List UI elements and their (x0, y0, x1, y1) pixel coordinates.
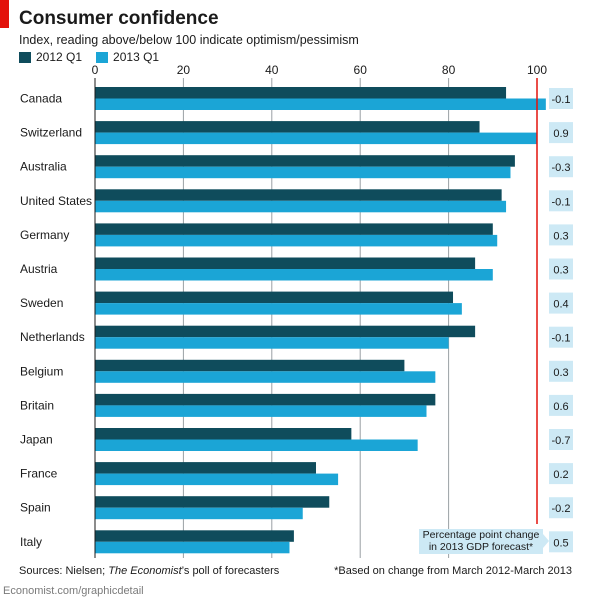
gdp-change-value-japan: -0.7 (552, 435, 571, 447)
bar-2013-switzerland (95, 132, 537, 145)
category-label-sweden: Sweden (20, 296, 63, 310)
annotation-line-2: in 2013 GDP forecast* (428, 541, 534, 553)
gdp-change-value-france: 0.2 (553, 469, 568, 481)
legend-swatch-2012 (19, 51, 31, 63)
gdp-change-value-germany: 0.3 (553, 230, 568, 242)
gdp-change-box-sweden (549, 292, 573, 314)
bar-2012-austria (95, 257, 476, 269)
bar-2013-france (95, 473, 339, 486)
chart-title: Consumer confidence (19, 8, 219, 29)
chart-subtitle: Index, reading above/below 100 indicate … (19, 33, 359, 47)
bar-2012-canada (95, 87, 507, 99)
category-label-italy: Italy (20, 535, 42, 549)
gdp-change-value-sweden: 0.4 (553, 299, 568, 311)
category-label-switzerland: Switzerland (20, 126, 82, 140)
gdp-change-box-italy (549, 531, 573, 553)
category-label-spain: Spain (20, 501, 51, 515)
annotation-pointer (543, 534, 549, 548)
gdp-change-value-austria: 0.3 (553, 265, 568, 277)
category-label-belgium: Belgium (20, 364, 63, 378)
legend-item-2012: 2012 Q1 (19, 50, 82, 64)
gdp-change-value-canada: -0.1 (552, 94, 571, 106)
source-suffix: ’s poll of forecasters (181, 565, 280, 577)
source-note: Sources: Nielsen; The Economist’s poll o… (19, 565, 279, 577)
category-label-australia: Australia (20, 160, 67, 174)
source-prefix: Sources: Nielsen; (19, 565, 109, 577)
bar-2013-australia (95, 166, 511, 179)
source-publication: The Economist (108, 565, 182, 577)
gdp-change-box-united-states (549, 190, 573, 212)
gdp-change-value-united-states: -0.1 (552, 196, 571, 208)
bar-2012-italy (95, 530, 294, 542)
annotation-line-1: Percentage point change (422, 529, 540, 541)
bar-2013-britain (95, 405, 427, 417)
x-tick-label-40: 40 (265, 63, 279, 77)
bar-2013-austria (95, 269, 493, 281)
gdp-change-box-spain (549, 497, 573, 519)
x-tick-label-60: 60 (354, 63, 368, 77)
bar-2013-canada (95, 98, 546, 110)
bar-2013-germany (95, 234, 498, 247)
legend: 2012 Q1 2013 Q1 (19, 50, 159, 64)
gdp-change-value-netherlands: -0.1 (552, 333, 571, 345)
x-tick-label-100: 100 (527, 63, 547, 77)
bar-2012-belgium (95, 359, 405, 372)
gdp-change-value-switzerland: 0.9 (553, 128, 568, 140)
gdp-change-value-italy: 0.5 (553, 537, 568, 549)
gdp-change-value-spain: -0.2 (552, 503, 571, 515)
bar-2013-spain (95, 507, 303, 520)
category-label-france: France (20, 467, 58, 481)
gdp-change-box-germany (549, 224, 573, 246)
x-tick-label-80: 80 (442, 63, 456, 77)
category-label-netherlands: Netherlands (20, 330, 85, 344)
gdp-change-value-australia: -0.3 (552, 162, 571, 174)
bar-2012-australia (95, 155, 515, 167)
bar-2013-belgium (95, 371, 436, 383)
gdp-change-box-netherlands (549, 326, 573, 348)
x-tick-label-20: 20 (177, 63, 191, 77)
bar-2012-spain (95, 496, 330, 508)
bar-2012-switzerland (95, 121, 480, 133)
x-tick-label-0: 0 (92, 63, 99, 77)
bar-2013-netherlands (95, 337, 449, 349)
bar-2013-japan (95, 439, 418, 451)
bar-2013-sweden (95, 303, 462, 315)
gdp-change-box-britain (549, 394, 573, 416)
legend-item-2013: 2013 Q1 (96, 50, 159, 64)
legend-label-2012: 2012 Q1 (36, 50, 83, 64)
bar-2012-sweden (95, 291, 454, 304)
bar-2012-united-states (95, 189, 502, 201)
gdp-change-box-france (549, 463, 573, 485)
gdp-change-box-australia (549, 156, 573, 178)
legend-label-2013: 2013 Q1 (113, 50, 160, 64)
gdp-change-box-canada (549, 88, 573, 109)
category-label-austria: Austria (20, 262, 58, 276)
bar-2012-netherlands (95, 325, 476, 338)
gdp-change-value-belgium: 0.3 (553, 367, 568, 379)
credit-line: Economist.com/graphicdetail (3, 585, 144, 597)
brand-red-tab (0, 0, 9, 28)
legend-swatch-2013 (96, 51, 109, 63)
gdp-change-box-austria (549, 258, 573, 280)
bar-2013-united-states (95, 200, 507, 213)
bar-2012-germany (95, 223, 493, 235)
gdp-change-value-britain: 0.6 (553, 401, 568, 413)
gdp-change-box-belgium (549, 360, 573, 382)
gdp-change-annotation: Percentage point change in 2013 GDP fore… (419, 529, 543, 554)
category-label-britain: Britain (20, 398, 54, 412)
category-label-japan: Japan (20, 433, 53, 447)
bar-2013-italy (95, 541, 290, 554)
footnote: *Based on change from March 2012-March 2… (334, 565, 572, 577)
bar-2012-japan (95, 428, 352, 440)
gdp-change-box-japan (549, 429, 573, 450)
category-label-united-states: United States (20, 194, 92, 208)
category-label-germany: Germany (20, 228, 69, 242)
gdp-change-box-switzerland (549, 122, 573, 144)
category-label-canada: Canada (20, 92, 62, 106)
bar-2012-britain (95, 393, 436, 406)
bar-2012-france (95, 462, 316, 474)
